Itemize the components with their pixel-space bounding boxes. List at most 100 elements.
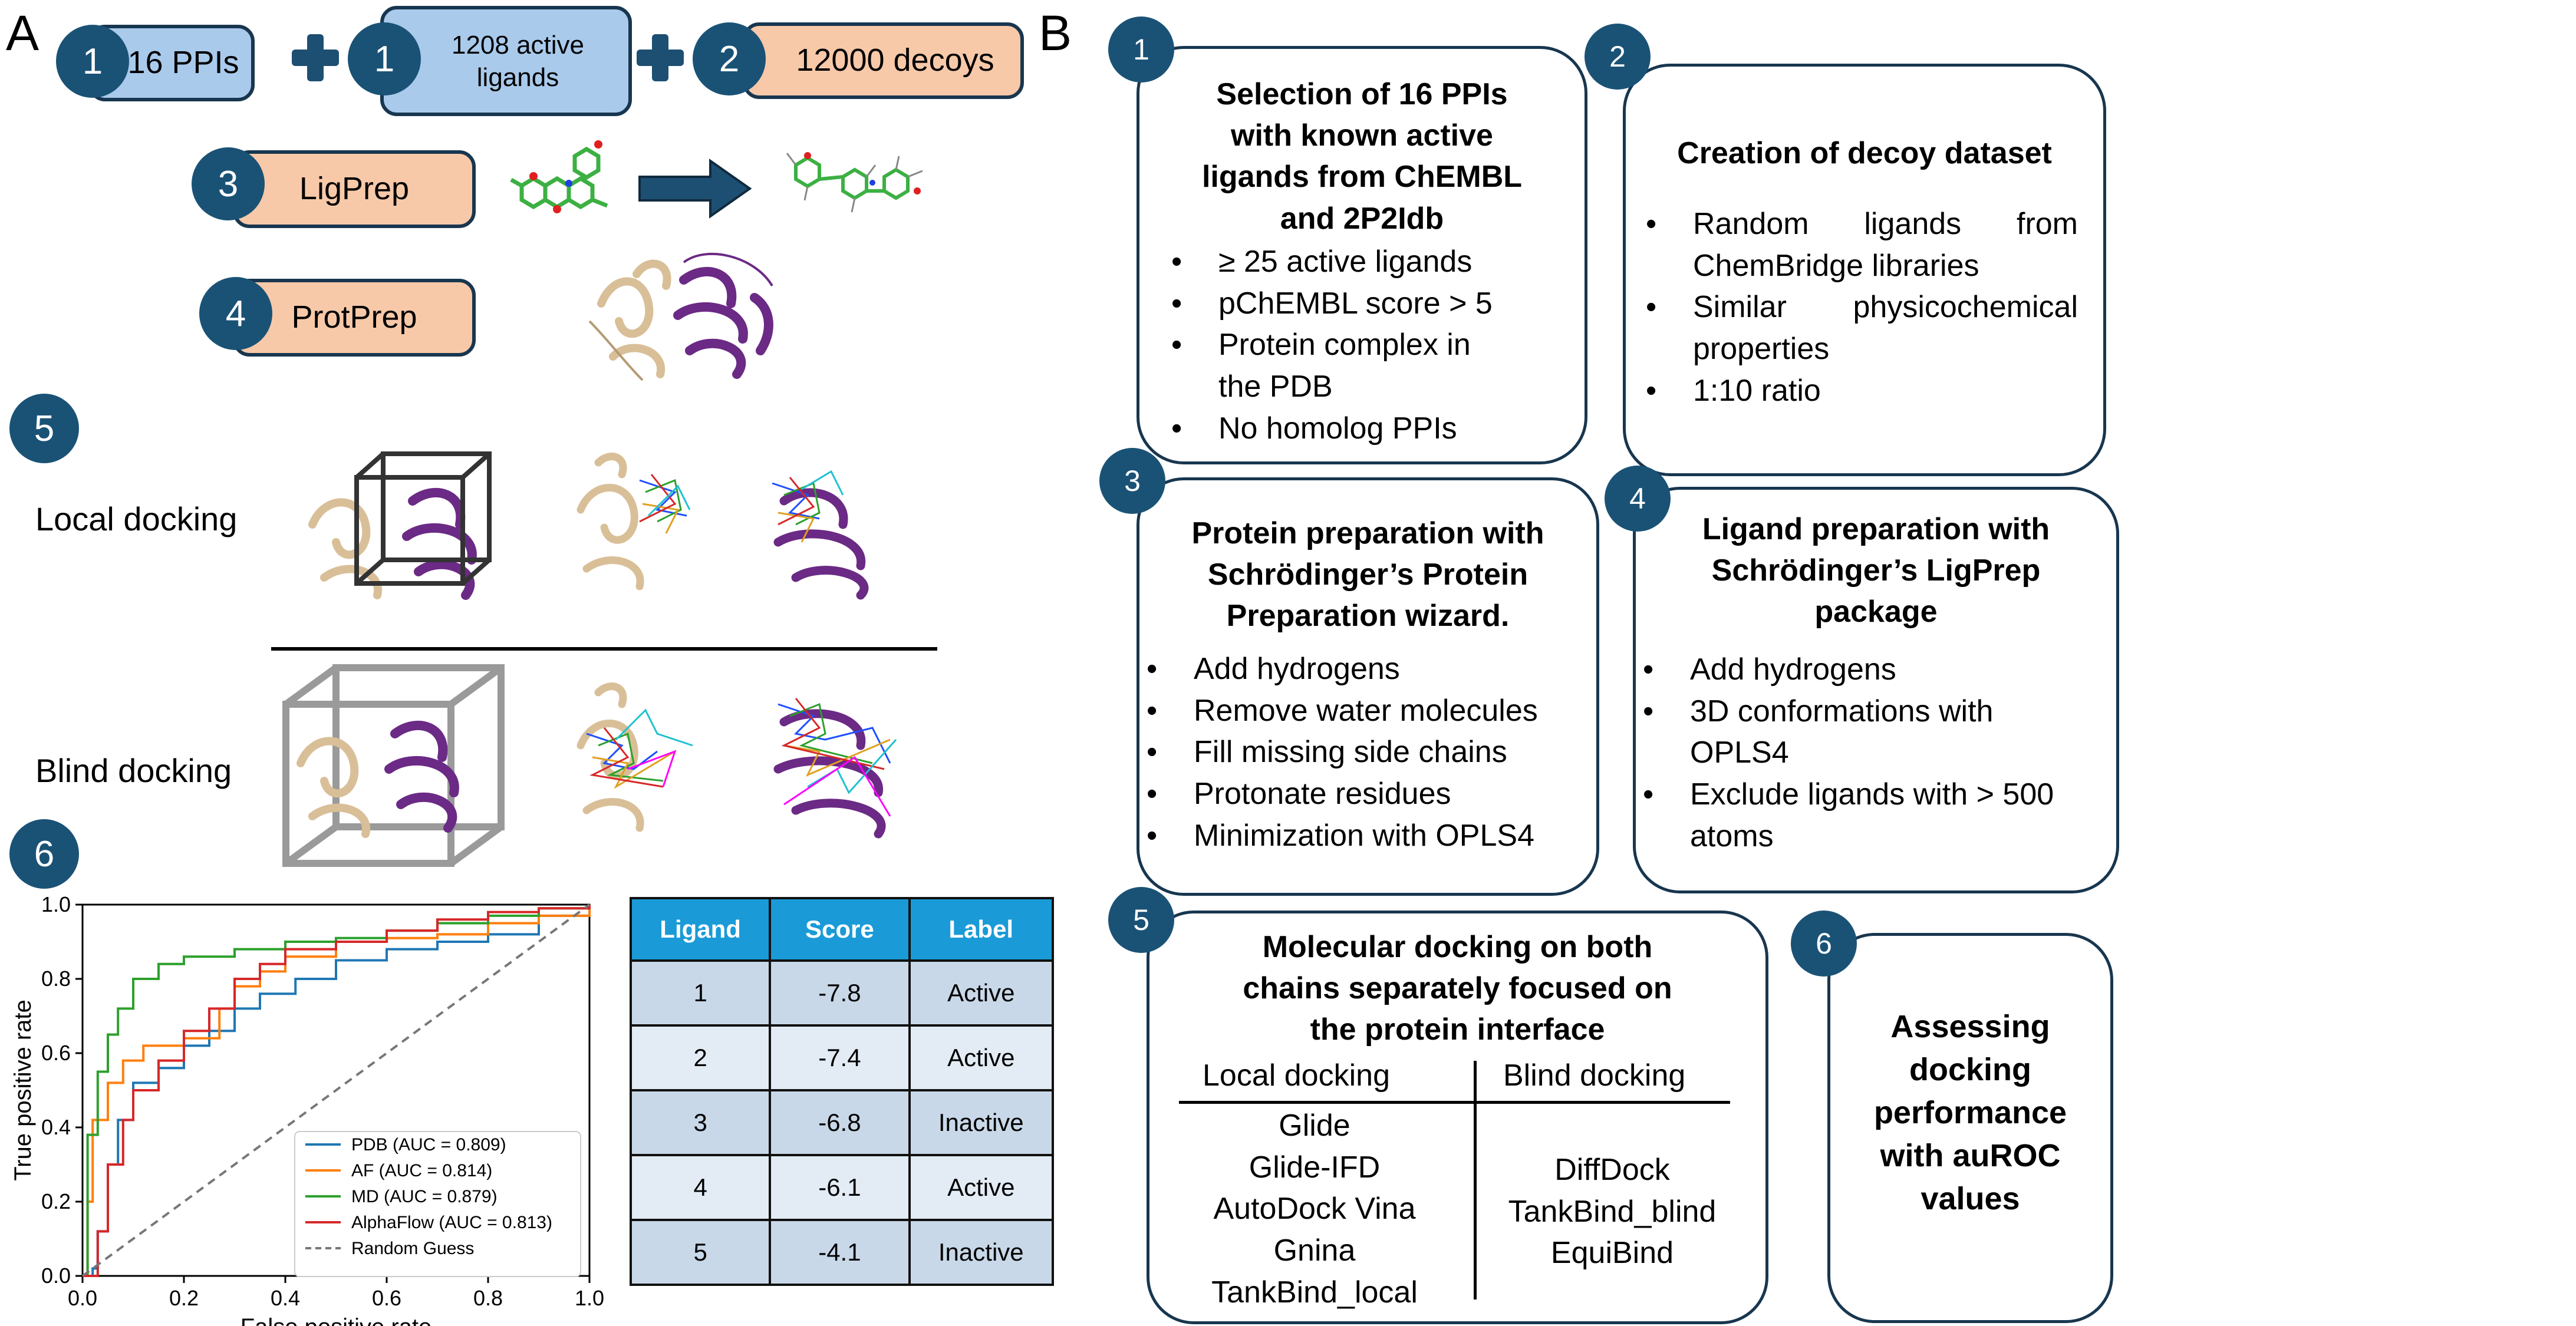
docking-header-rule (1179, 1101, 1730, 1104)
box1-title: Selection of 16 PPIs with known active l… (1139, 74, 1585, 239)
x-tick-label: 0.6 (372, 1286, 401, 1310)
legend-label: AF (AUC = 0.814) (351, 1161, 492, 1180)
step-box-docking: Molecular docking on both chains separat… (1147, 911, 1768, 1324)
list-item: EquiBind (1550, 1236, 1674, 1271)
table-header-row: Ligand Score Label (629, 897, 1055, 962)
step-1-badge: 1 (56, 25, 129, 98)
list-item: Fill missing side chains (1139, 731, 1593, 773)
x-tick-label: 0.4 (271, 1286, 300, 1310)
label-cell: Active (908, 1024, 1055, 1091)
roc-chart: 0.0 0.2 0.4 0.6 0.8 1.0 0.0 0.2 0.4 0.6 0.8 1.0 Fals… (10, 892, 604, 1326)
step-5-badge: 5 (9, 394, 79, 463)
score-cell: -6.8 (769, 1089, 911, 1156)
local-docking-box-image (308, 451, 492, 600)
score-cell: -7.8 (769, 959, 911, 1027)
title-line: chains separately focused on (1243, 971, 1672, 1006)
roc-series-line (81, 903, 591, 1277)
title-line: values (1921, 1180, 2020, 1216)
label-cell: Active (908, 959, 1055, 1027)
title-line: with auROC (1880, 1137, 2061, 1173)
box4-badge: 4 (1605, 466, 1671, 532)
title-line: Schrödinger’s Protein (1207, 558, 1529, 592)
box3-title: Protein preparation with Schrödinger’s P… (1139, 513, 1596, 637)
step-ppis-label: 16 PPIs (127, 45, 239, 81)
step-protprep-label: ProtPrep (291, 299, 417, 335)
docking-column-rule (1474, 1061, 1477, 1299)
step-box-selection: Selection of 16 PPIs with known active l… (1137, 46, 1587, 464)
col-score-header: Score (769, 897, 911, 962)
col-ligand-header: Ligand (629, 897, 772, 962)
protein-complex-image (588, 253, 773, 381)
y-tick-label: 0.2 (41, 1189, 71, 1213)
title-line: performance (1873, 1094, 2067, 1130)
ligand-cell: 2 (629, 1024, 772, 1091)
step-ligands-box: 1208 active ligands (380, 6, 632, 116)
blind-docking-poses-chain-b (773, 698, 897, 839)
label-cell: Active (908, 1154, 1055, 1221)
box6-badge: 6 (1791, 911, 1857, 977)
box3-badge: 3 (1099, 448, 1165, 514)
step-6-badge: 6 (9, 819, 79, 889)
score-cell: -4.1 (769, 1219, 911, 1286)
list-item: AutoDock Vina (1213, 1192, 1416, 1226)
list-item: ≥ 25 active ligands (1164, 241, 1530, 283)
box1-bullets: ≥ 25 active ligands pChEMBL score > 5 Pr… (1164, 241, 1530, 450)
step-2-badge: 2 (693, 22, 766, 95)
local-methods-list: Glide Glide-IFD AutoDock Vina Gnina Tank… (1173, 1105, 1456, 1314)
title-line: Molecular docking on both (1262, 930, 1653, 964)
list-item: Minimization with OPLS4 (1139, 815, 1593, 857)
table-row: 5 -4.1 Inactive (629, 1219, 1055, 1286)
title-line: Preparation wizard. (1226, 599, 1510, 634)
ligand-cell: 4 (629, 1154, 772, 1221)
list-item: TankBind_local (1211, 1275, 1418, 1309)
label-cell: Inactive (908, 1219, 1055, 1286)
table-row: 3 -6.8 Inactive (629, 1089, 1055, 1156)
step-4-badge: 4 (199, 277, 272, 350)
step-1b-badge: 1 (348, 22, 421, 95)
list-item: Similar physicochemical properties (1639, 286, 2078, 370)
step-ligprep-label: LigPrep (299, 171, 410, 207)
legend-label: PDB (AUC = 0.809) (351, 1135, 506, 1155)
local-docking-poses-chain-a (577, 453, 691, 591)
y-tick-label: 0.8 (41, 967, 71, 991)
ligand-cell: 5 (629, 1219, 772, 1286)
title-line: ligands from ChEMBL (1201, 160, 1523, 194)
step-3-badge: 3 (192, 147, 265, 220)
list-item: Glide (1279, 1109, 1350, 1143)
list-item: DiffDock (1554, 1153, 1670, 1187)
step-ligprep-box: LigPrep (233, 150, 476, 228)
title-line: docking (1909, 1051, 2031, 1087)
blind-docking-header: Blind docking (1503, 1058, 1686, 1093)
y-tick-label: 1.0 (41, 892, 71, 916)
box1-badge: 1 (1108, 17, 1174, 83)
box3-bullets: Add hydrogens Remove water molecules Fil… (1139, 648, 1593, 857)
scores-table: Ligand Score Label 1 -7.8 Active 2 -7.4 … (629, 897, 1055, 1286)
list-item: Protonate residues (1139, 773, 1593, 815)
title-line: Schrödinger’s LigPrep (1711, 553, 2041, 588)
panel-b-letter: B (1039, 5, 1072, 61)
list-item: TankBind_blind (1508, 1194, 1717, 1229)
step-decoys-box: 12000 decoys (743, 22, 1024, 99)
arrow-right-icon (638, 159, 752, 219)
list-item: Exclude ligands with > 500 atoms (1636, 774, 2103, 857)
table-row: 4 -6.1 Active (629, 1154, 1055, 1221)
roc-series-line (83, 905, 591, 1277)
title-line: and 2P2Idb (1280, 201, 1444, 236)
list-item: Random ligands from ChemBridge libraries (1639, 203, 2078, 286)
plus-icon (292, 34, 339, 81)
x-tick-label: 1.0 (575, 1286, 604, 1310)
blind-docking-box-image (282, 664, 505, 867)
legend-box (294, 1131, 581, 1277)
score-cell: -6.1 (769, 1154, 911, 1221)
step-box-protein-prep: Protein preparation with Schrödinger’s P… (1137, 477, 1599, 896)
ligand-molecule-3d (786, 152, 923, 213)
list-item: Gnina (1273, 1233, 1356, 1268)
box4-title: Ligand preparation with Schrödinger’s Li… (1636, 509, 2116, 633)
list-item: Add hydrogens (1636, 649, 2107, 691)
box5-title: Molecular docking on both chains separat… (1149, 926, 1765, 1051)
table-row: 2 -7.4 Active (629, 1024, 1055, 1091)
box6-title: Assessing docking performance with auROC… (1830, 1005, 2110, 1220)
y-axis-label: True positive rate (10, 1000, 36, 1181)
ligand-cell: 1 (629, 959, 772, 1027)
x-tick-label: 0.2 (169, 1286, 199, 1310)
